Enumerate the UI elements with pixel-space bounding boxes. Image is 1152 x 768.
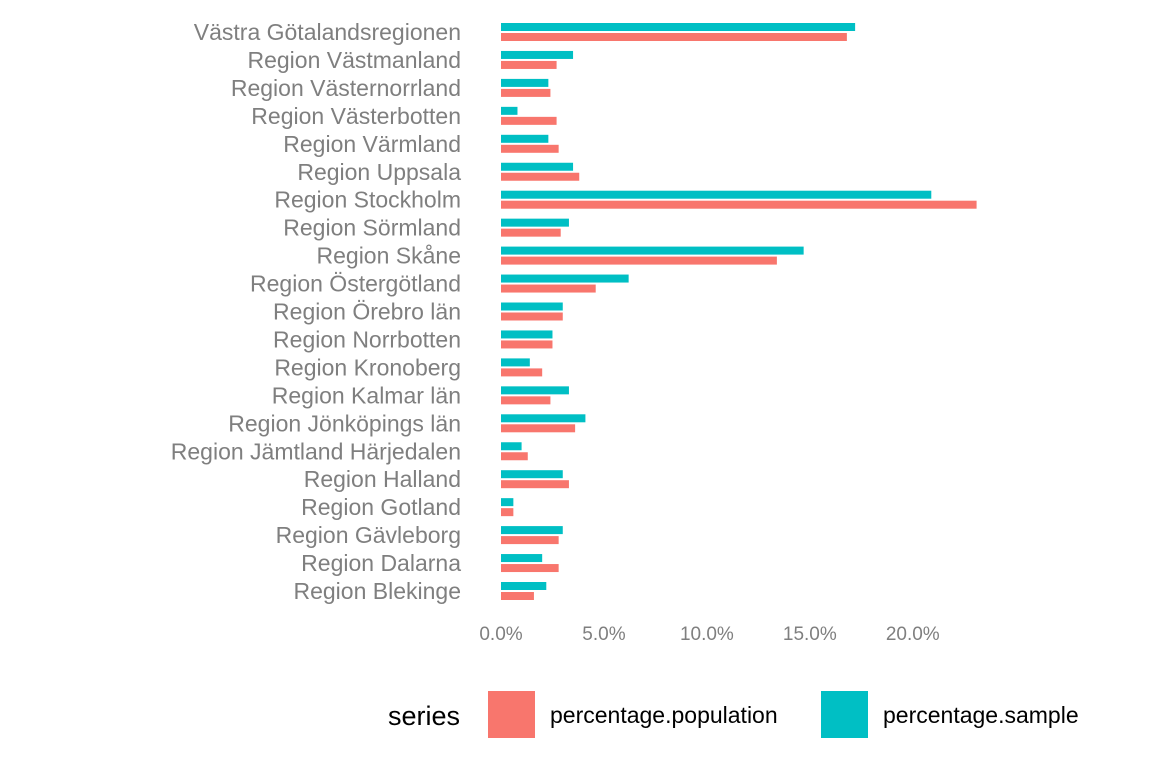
bar-percentage-population-vastra-gotalandsregionen xyxy=(501,33,847,41)
bar-percentage-population-region-dalarna xyxy=(501,564,559,573)
category-label-region-norrbotten: Region Norrbotten xyxy=(273,326,461,352)
bar-percentage-population-region-gotland xyxy=(501,508,514,517)
category-label-region-halland: Region Halland xyxy=(304,466,461,492)
category-label-region-vasterbotten: Region Västerbotten xyxy=(251,103,461,129)
category-label-region-blekinge: Region Blekinge xyxy=(293,578,461,604)
bar-percentage-population-region-gavleborg xyxy=(501,536,559,545)
category-label-region-kronoberg: Region Kronoberg xyxy=(274,354,461,380)
legend-key-sample xyxy=(821,691,868,738)
category-label-region-orebro-lan: Region Örebro län xyxy=(273,299,461,325)
bar-percentage-population-region-kronoberg xyxy=(501,368,543,377)
bar-percentage-population-region-skane xyxy=(501,256,777,265)
legend-label-sample: percentage.sample xyxy=(883,702,1079,728)
legend-key-population xyxy=(488,691,535,738)
category-label-region-gotland: Region Gotland xyxy=(301,494,461,520)
bar-percentage-population-region-norrbotten xyxy=(501,340,553,349)
legend-label-population: percentage.population xyxy=(550,702,778,728)
category-label-region-ostergotland: Region Östergötland xyxy=(250,271,461,297)
bar-percentage-population-region-jamtland-harjedalen xyxy=(501,452,528,461)
bar-percentage-sample-region-stockholm xyxy=(501,190,932,199)
bar-percentage-sample-region-orebro-lan xyxy=(501,302,563,311)
bar-percentage-sample-region-ostergotland xyxy=(501,274,629,283)
bars xyxy=(501,23,977,600)
bar-percentage-sample-region-sormland xyxy=(501,218,569,227)
bar-percentage-sample-region-gavleborg xyxy=(501,526,563,535)
category-label-region-varmland: Region Värmland xyxy=(283,131,461,157)
x-tick-label: 0.0% xyxy=(479,624,522,645)
bar-percentage-population-region-stockholm xyxy=(501,200,977,209)
bar-percentage-sample-region-gotland xyxy=(501,498,514,507)
category-label-region-stockholm: Region Stockholm xyxy=(274,187,461,213)
bar-percentage-sample-region-halland xyxy=(501,470,563,479)
bar-percentage-sample-vastra-gotalandsregionen xyxy=(501,23,856,31)
bar-percentage-sample-region-norrbotten xyxy=(501,330,553,339)
bar-percentage-sample-region-vastmanland xyxy=(501,50,574,59)
x-tick-label: 20.0% xyxy=(886,624,940,645)
bar-percentage-population-region-varmland xyxy=(501,144,559,153)
bar-percentage-sample-region-uppsala xyxy=(501,162,574,171)
bar-percentage-population-region-vasterbotten xyxy=(501,116,557,125)
bar-percentage-sample-region-kalmar-lan xyxy=(501,386,569,395)
category-label-region-vasternorrland: Region Västernorrland xyxy=(231,75,461,101)
legend-title: series xyxy=(388,701,460,731)
category-label-region-uppsala: Region Uppsala xyxy=(297,159,461,185)
bar-percentage-population-region-kalmar-lan xyxy=(501,396,551,405)
bar-percentage-population-region-orebro-lan xyxy=(501,312,563,321)
bar-percentage-sample-region-dalarna xyxy=(501,554,543,563)
x-tick-label: 15.0% xyxy=(783,624,837,645)
bar-percentage-sample-region-blekinge xyxy=(501,582,547,590)
x-tick-label: 10.0% xyxy=(680,624,734,645)
x-tick-label: 5.0% xyxy=(582,624,625,645)
bar-percentage-sample-region-jamtland-harjedalen xyxy=(501,442,522,451)
category-label-region-jamtland-harjedalen: Region Jämtland Härjedalen xyxy=(171,438,461,464)
bar-percentage-population-region-uppsala xyxy=(501,172,580,181)
bar-percentage-population-region-jonkopings-lan xyxy=(501,424,576,433)
bar-percentage-population-region-vasternorrland xyxy=(501,88,551,97)
bar-percentage-sample-region-jonkopings-lan xyxy=(501,414,586,423)
category-label-region-dalarna: Region Dalarna xyxy=(301,550,461,576)
category-label-region-jonkopings-lan: Region Jönköpings län xyxy=(228,410,461,436)
category-label-region-gavleborg: Region Gävleborg xyxy=(276,522,461,548)
bar-percentage-population-region-ostergotland xyxy=(501,284,596,293)
bar-percentage-sample-region-varmland xyxy=(501,134,549,143)
bar-percentage-sample-region-skane xyxy=(501,246,804,255)
bar-percentage-sample-region-vasternorrland xyxy=(501,78,549,87)
bar-percentage-population-region-sormland xyxy=(501,228,561,237)
category-label-region-skane: Region Skåne xyxy=(317,243,462,269)
category-label-region-vastmanland: Region Västmanland xyxy=(247,47,461,73)
bar-percentage-sample-region-kronoberg xyxy=(501,358,530,367)
bar-percentage-population-region-blekinge xyxy=(501,592,534,600)
category-label-region-kalmar-lan: Region Kalmar län xyxy=(272,382,461,408)
bar-percentage-population-region-halland xyxy=(501,480,569,489)
x-axis-ticks: 0.0% 5.0% 10.0% 15.0% 20.0% xyxy=(479,624,939,645)
legend: series percentage.population percentage.… xyxy=(388,691,1079,738)
category-label-region-sormland: Region Sörmland xyxy=(283,215,461,241)
bar-percentage-sample-region-vasterbotten xyxy=(501,106,518,115)
category-label-vastra-gotalandsregionen: Västra Götalandsregionen xyxy=(194,19,461,45)
bar-percentage-population-region-vastmanland xyxy=(501,60,557,69)
